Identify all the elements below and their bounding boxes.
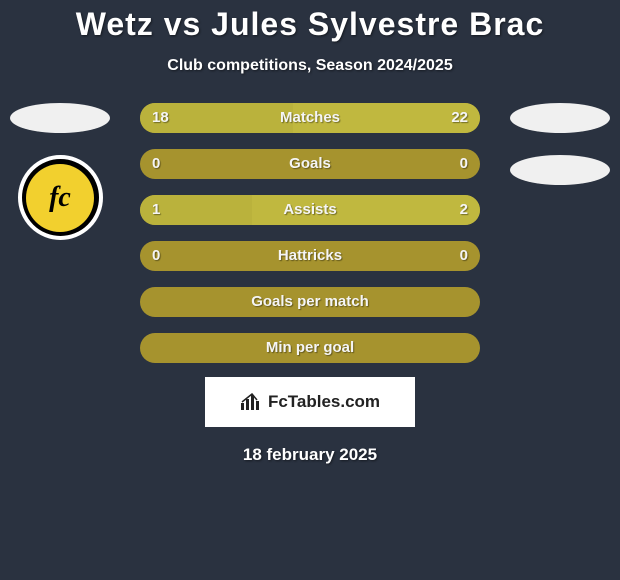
comparison-content: fc 18Matches220Goals01Assists20Hattricks…	[0, 103, 620, 363]
stat-bar: 1Assists2	[140, 195, 480, 225]
stat-bar: 0Hattricks0	[140, 241, 480, 271]
stat-bar: 18Matches22	[140, 103, 480, 133]
club-badge-left-initials: fc	[26, 164, 94, 232]
stat-label: Goals	[140, 149, 480, 179]
page-title: Wetz vs Jules Sylvestre Brac	[0, 0, 620, 43]
stat-bar: 0Goals0	[140, 149, 480, 179]
subtitle: Club competitions, Season 2024/2025	[0, 57, 620, 75]
chart-icon	[240, 393, 262, 411]
stat-label: Min per goal	[140, 333, 480, 363]
stat-label: Matches	[140, 103, 480, 133]
stat-value-right: 2	[460, 195, 468, 225]
club-badge-right-placeholder	[510, 155, 610, 185]
player-left-column: fc	[0, 103, 120, 240]
stat-label: Assists	[140, 195, 480, 225]
brand-text: FcTables.com	[268, 392, 380, 412]
stat-bar: Goals per match	[140, 287, 480, 317]
player-right-column	[500, 103, 620, 185]
stat-value-right: 0	[460, 241, 468, 271]
date-line: 18 february 2025	[0, 445, 620, 465]
club-badge-left: fc	[18, 155, 103, 240]
stat-bar: Min per goal	[140, 333, 480, 363]
stat-value-right: 22	[451, 103, 468, 133]
stat-label: Hattricks	[140, 241, 480, 271]
player-left-photo-placeholder	[10, 103, 110, 133]
brand-box: FcTables.com	[205, 377, 415, 427]
stat-value-right: 0	[460, 149, 468, 179]
player-right-photo-placeholder	[510, 103, 610, 133]
stat-bars: 18Matches220Goals01Assists20Hattricks0Go…	[140, 103, 480, 363]
stat-label: Goals per match	[140, 287, 480, 317]
